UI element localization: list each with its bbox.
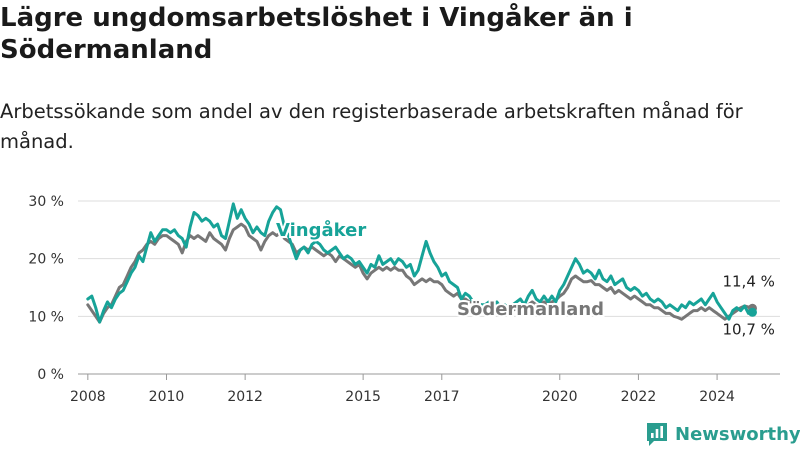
y-tick-label: 0 % (37, 367, 64, 383)
y-tick-label: 20 % (28, 252, 64, 268)
x-tick-label: 2020 (542, 389, 578, 405)
x-tick-label: 2015 (345, 389, 381, 405)
end-value-sodermanland: 11,4 % (722, 272, 774, 290)
y-tick-label: 30 % (28, 194, 64, 210)
x-tick-label: 2008 (70, 389, 106, 405)
chart-title: Lägre ungdomsarbetslöshet i Vingåker än … (0, 3, 633, 65)
series-labels: Vingåker Södermanland 11,4 % 10,7 % (274, 217, 775, 338)
chart-subtitle: Arbetssökande som andel av den registerb… (0, 100, 743, 153)
newsworthy-logo-icon (647, 423, 667, 446)
brand-logo: Newsworthy (645, 420, 800, 448)
series-name-sodermanland: Södermanland (457, 299, 604, 320)
x-tick-label: 2010 (149, 389, 185, 405)
series-name-vingaker: Vingåker (276, 219, 366, 241)
series-line-vingaker (86, 202, 754, 324)
x-axis: 2008 2010 2012 2015 2017 2020 2022 2024 (70, 374, 735, 405)
y-axis-labels: 0 % 10 % 20 % 30 % (28, 194, 64, 383)
y-tick-label: 10 % (28, 309, 64, 325)
grid-lines (78, 200, 780, 375)
end-point-vingaker (747, 307, 757, 317)
brand-name: Newsworthy (675, 423, 800, 445)
series-lines (86, 202, 757, 324)
x-tick-label: 2017 (424, 389, 460, 405)
end-value-vingaker: 10,7 % (722, 320, 774, 338)
x-tick-label: 2024 (699, 389, 735, 405)
series-line-sodermanland (86, 222, 754, 324)
x-tick-label: 2012 (227, 389, 263, 405)
x-tick-label: 2022 (621, 389, 657, 405)
